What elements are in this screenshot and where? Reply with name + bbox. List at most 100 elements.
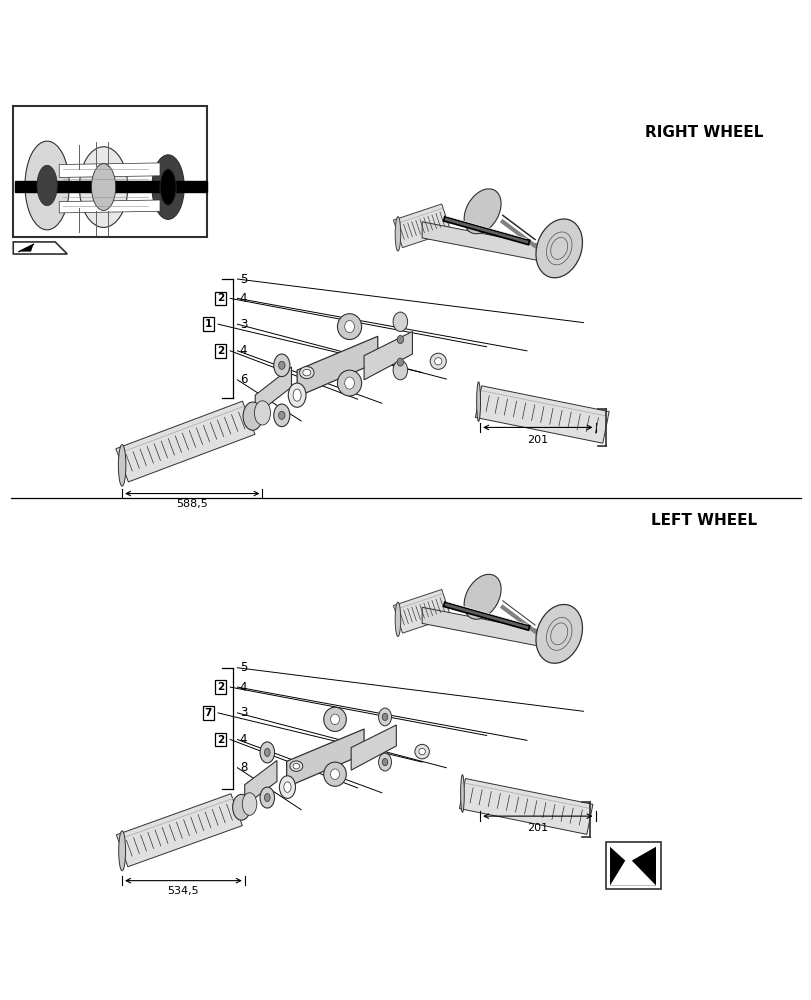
Ellipse shape bbox=[418, 748, 425, 755]
Ellipse shape bbox=[414, 744, 429, 759]
Ellipse shape bbox=[324, 762, 346, 786]
Ellipse shape bbox=[476, 382, 480, 421]
Ellipse shape bbox=[460, 775, 464, 812]
Ellipse shape bbox=[337, 314, 361, 340]
Text: 5: 5 bbox=[239, 661, 247, 674]
Ellipse shape bbox=[160, 169, 176, 205]
Polygon shape bbox=[59, 163, 160, 177]
Ellipse shape bbox=[345, 321, 354, 333]
Text: LEFT WHEEL: LEFT WHEEL bbox=[650, 513, 757, 528]
Polygon shape bbox=[116, 794, 242, 867]
Ellipse shape bbox=[278, 361, 285, 369]
Text: 534,5: 534,5 bbox=[167, 886, 199, 896]
Ellipse shape bbox=[345, 377, 354, 389]
Ellipse shape bbox=[303, 369, 311, 376]
Text: 1: 1 bbox=[204, 319, 212, 329]
Ellipse shape bbox=[337, 370, 361, 396]
Polygon shape bbox=[350, 725, 396, 770]
Text: 588,5: 588,5 bbox=[176, 499, 208, 509]
Polygon shape bbox=[116, 401, 255, 482]
Ellipse shape bbox=[254, 401, 270, 425]
Polygon shape bbox=[286, 729, 363, 787]
Text: 3: 3 bbox=[239, 706, 247, 719]
Ellipse shape bbox=[273, 354, 290, 377]
Text: 4: 4 bbox=[239, 733, 247, 746]
Text: 201: 201 bbox=[526, 823, 547, 833]
Ellipse shape bbox=[434, 358, 441, 365]
Ellipse shape bbox=[330, 769, 339, 779]
Ellipse shape bbox=[293, 763, 299, 769]
Polygon shape bbox=[609, 847, 655, 885]
Polygon shape bbox=[255, 367, 291, 415]
Ellipse shape bbox=[264, 794, 270, 802]
Text: 5: 5 bbox=[239, 273, 247, 286]
Ellipse shape bbox=[378, 753, 391, 771]
Text: 3: 3 bbox=[239, 318, 247, 331]
Ellipse shape bbox=[395, 602, 400, 637]
Polygon shape bbox=[393, 589, 450, 633]
Ellipse shape bbox=[118, 831, 126, 871]
Polygon shape bbox=[393, 204, 450, 248]
Ellipse shape bbox=[393, 360, 407, 380]
Ellipse shape bbox=[284, 782, 290, 792]
Ellipse shape bbox=[535, 604, 581, 663]
Ellipse shape bbox=[378, 708, 391, 726]
Ellipse shape bbox=[279, 776, 295, 798]
Text: RIGHT WHEEL: RIGHT WHEEL bbox=[645, 125, 762, 140]
Polygon shape bbox=[459, 779, 592, 834]
Polygon shape bbox=[363, 331, 412, 380]
Polygon shape bbox=[609, 856, 655, 885]
Text: 4: 4 bbox=[239, 292, 247, 305]
Ellipse shape bbox=[397, 358, 403, 366]
Polygon shape bbox=[15, 181, 207, 192]
Ellipse shape bbox=[232, 794, 250, 820]
Text: 2: 2 bbox=[217, 346, 224, 356]
Ellipse shape bbox=[152, 155, 184, 219]
Ellipse shape bbox=[464, 574, 500, 619]
Polygon shape bbox=[422, 607, 567, 652]
Polygon shape bbox=[244, 760, 277, 806]
Bar bbox=[13, 106, 207, 237]
Text: 2: 2 bbox=[217, 682, 224, 692]
Ellipse shape bbox=[393, 312, 407, 331]
Polygon shape bbox=[474, 386, 608, 443]
Polygon shape bbox=[19, 244, 33, 252]
Ellipse shape bbox=[382, 713, 388, 721]
Ellipse shape bbox=[397, 335, 403, 344]
Ellipse shape bbox=[382, 758, 388, 766]
Ellipse shape bbox=[242, 793, 256, 815]
Ellipse shape bbox=[330, 714, 339, 725]
Ellipse shape bbox=[293, 389, 301, 401]
Ellipse shape bbox=[25, 141, 69, 230]
Text: 4: 4 bbox=[239, 344, 247, 357]
Ellipse shape bbox=[79, 147, 127, 227]
Polygon shape bbox=[297, 336, 377, 397]
Ellipse shape bbox=[395, 217, 400, 251]
Ellipse shape bbox=[118, 445, 126, 486]
Ellipse shape bbox=[92, 164, 115, 210]
Ellipse shape bbox=[278, 411, 285, 419]
Text: 7: 7 bbox=[204, 708, 212, 718]
Ellipse shape bbox=[37, 165, 57, 206]
Ellipse shape bbox=[290, 761, 303, 771]
Bar bbox=[605, 842, 660, 889]
Text: 2: 2 bbox=[217, 735, 224, 745]
Text: 2: 2 bbox=[217, 293, 224, 303]
Ellipse shape bbox=[264, 748, 270, 756]
Text: 6: 6 bbox=[239, 373, 247, 386]
Text: 201: 201 bbox=[526, 435, 547, 445]
Ellipse shape bbox=[535, 219, 581, 278]
Polygon shape bbox=[13, 242, 67, 254]
Ellipse shape bbox=[299, 367, 314, 379]
Ellipse shape bbox=[464, 189, 500, 234]
Ellipse shape bbox=[324, 707, 346, 731]
Ellipse shape bbox=[260, 742, 274, 763]
Text: 8: 8 bbox=[239, 761, 247, 774]
Polygon shape bbox=[59, 200, 160, 213]
Ellipse shape bbox=[273, 404, 290, 427]
Ellipse shape bbox=[260, 787, 274, 808]
Ellipse shape bbox=[288, 383, 306, 407]
Polygon shape bbox=[422, 222, 567, 266]
Text: 4: 4 bbox=[239, 681, 247, 694]
Ellipse shape bbox=[242, 402, 262, 430]
